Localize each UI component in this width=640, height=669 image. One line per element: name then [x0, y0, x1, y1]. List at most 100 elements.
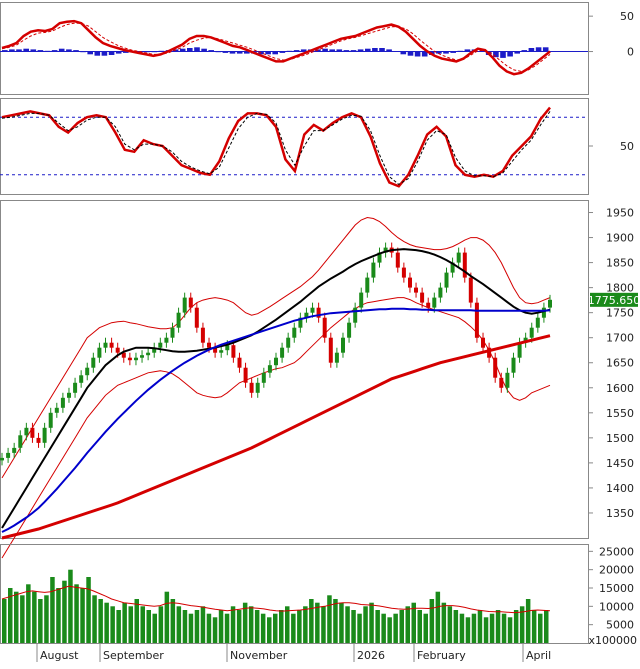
macd-histogram-bar	[386, 49, 392, 52]
candle-body	[140, 355, 144, 358]
candle-body	[292, 327, 297, 338]
price-tick-label-2: 1850	[606, 257, 634, 270]
candle-body	[231, 345, 236, 358]
macd-histogram-bar	[179, 48, 186, 52]
volume-bar	[507, 617, 513, 643]
macd-histogram-bar	[372, 48, 378, 52]
volume-bar	[104, 602, 109, 643]
volume-bar	[483, 617, 489, 643]
candle-body	[91, 357, 96, 368]
macd-histogram-bar	[30, 49, 37, 52]
volume-bar	[56, 588, 61, 643]
volume-bar	[170, 599, 176, 643]
candle-body	[6, 452, 11, 458]
candle-body	[414, 287, 418, 293]
volume-tick-label-1: 20000	[599, 564, 634, 577]
volume-bar	[477, 610, 483, 643]
price-tick-label-8: 1550	[606, 407, 634, 420]
price-tick-label-4: 1750	[606, 307, 634, 320]
macd-histogram-bar	[507, 51, 513, 57]
volume-bar	[188, 613, 194, 643]
candle-body	[0, 457, 4, 461]
price-panel	[0, 200, 589, 539]
candle-body	[322, 317, 327, 338]
candle-body	[347, 322, 352, 338]
volume-bar	[260, 613, 266, 643]
price-tick-label-9: 1500	[606, 432, 634, 445]
volume-bar	[110, 606, 115, 643]
macd-histogram-bar	[443, 51, 449, 54]
candle-body	[109, 342, 114, 348]
candle-body	[30, 427, 35, 438]
macd-histogram-bar	[272, 51, 278, 55]
x-label-1: September	[103, 649, 164, 662]
volume-bar	[309, 599, 314, 643]
macd-histogram-bar	[94, 51, 101, 56]
candle-body	[121, 352, 126, 358]
macd-histogram-bar	[329, 49, 335, 52]
ma-50	[1, 307, 551, 533]
macd-tick-label-0: 50	[620, 10, 634, 23]
candle-body	[18, 435, 23, 448]
macd-histogram-bar	[2, 50, 8, 52]
volume-bar	[399, 610, 404, 643]
volume-bar	[128, 606, 133, 643]
candle-body	[499, 377, 504, 388]
volume-bar	[351, 610, 356, 643]
volume-bar	[544, 610, 549, 643]
macd-histogram-bar	[535, 47, 542, 52]
stochastic-tick-label-0: 50	[620, 140, 634, 153]
volume-bar	[98, 599, 103, 643]
volume-bar	[176, 606, 182, 643]
candle-body	[103, 342, 108, 348]
candle-body	[505, 372, 510, 388]
candle-body	[207, 342, 211, 348]
macd-histogram-bar	[172, 49, 179, 52]
candle-body	[182, 297, 187, 313]
macd-histogram-bar	[421, 51, 428, 57]
macd-histogram-bar	[108, 51, 115, 55]
candle-body	[48, 412, 53, 428]
volume-bar	[158, 606, 164, 643]
x-label-0: August	[40, 649, 79, 662]
candle-body	[176, 312, 181, 328]
macd-panel	[0, 2, 589, 95]
candle-body	[334, 352, 339, 363]
candle-body	[164, 337, 169, 343]
x-label-2: November	[230, 649, 288, 662]
candle-body	[426, 302, 431, 308]
macd-histogram-bar	[265, 51, 271, 55]
volume-bar	[291, 613, 296, 643]
volume-bar	[152, 613, 157, 643]
candle-body	[36, 437, 41, 443]
candle-body	[481, 337, 485, 348]
candle-body	[12, 447, 17, 453]
candle-body	[255, 382, 260, 393]
volume-bar	[254, 610, 260, 643]
volume-bar	[429, 599, 435, 643]
macd-histogram-bar	[123, 51, 129, 53]
candle-body	[298, 317, 303, 328]
bollinger-lower	[1, 297, 551, 559]
macd-histogram-bar	[300, 49, 307, 52]
volume-bar	[285, 606, 290, 643]
macd-histogram-bar	[464, 49, 471, 52]
macd-histogram-bar	[514, 51, 520, 54]
macd-histogram-bar	[73, 50, 79, 52]
candle-body	[310, 307, 315, 313]
volume-ma-0	[1, 585, 551, 614]
macd-histogram-bar	[493, 51, 499, 58]
volume-bar	[453, 610, 459, 643]
macd-histogram-bar	[37, 50, 44, 52]
candle-body	[462, 252, 467, 278]
candle-body	[548, 299, 552, 308]
macd-histogram-bar	[450, 51, 456, 53]
macd-histogram-bar	[229, 51, 236, 54]
volume-bar	[242, 602, 248, 643]
macd-histogram-bar	[23, 48, 29, 52]
macd-histogram-bar	[16, 49, 22, 52]
candle-body	[60, 397, 65, 408]
candle-body	[493, 357, 498, 378]
volume-bar	[387, 617, 392, 643]
price-tick-label-5: 1700	[606, 332, 634, 345]
